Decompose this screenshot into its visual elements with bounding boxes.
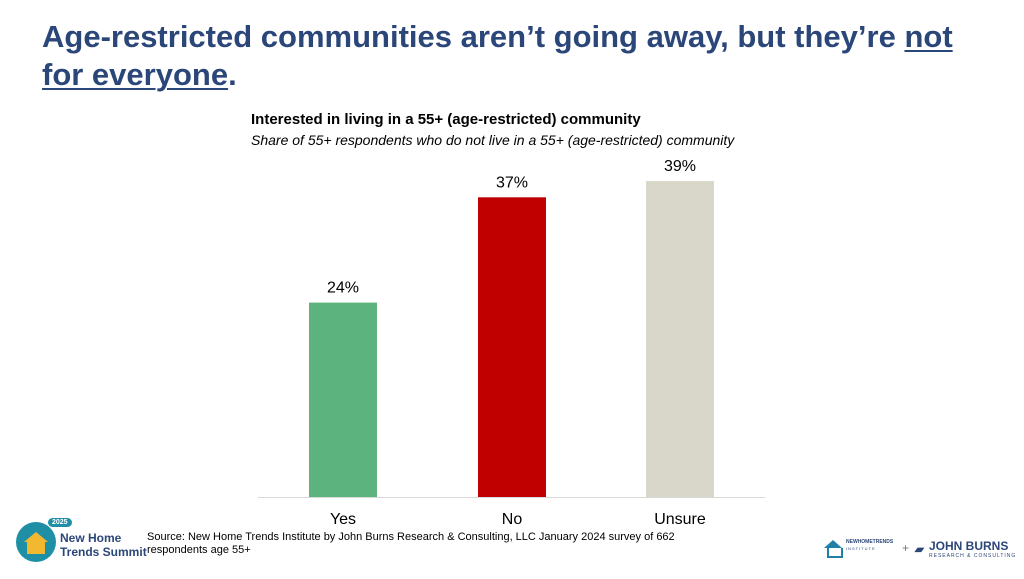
headline-period: . xyxy=(228,57,237,92)
bar-yes xyxy=(309,302,377,497)
data-label-no: 37% xyxy=(496,174,528,191)
headline-text: Age-restricted communities aren’t going … xyxy=(42,19,905,54)
jb-mark-icon: ▰ xyxy=(913,542,926,556)
x-tick-label-yes: Yes xyxy=(330,511,356,528)
house-roof-icon xyxy=(24,532,48,542)
headline-underlined-for-everyone: for everyone xyxy=(42,57,229,92)
jb-logo-name: JOHN BURNS xyxy=(929,539,1009,553)
new-home-trends-logo: NEWHOMETRENDS INSTITUTE xyxy=(824,538,898,560)
nht-house-icon xyxy=(824,540,842,548)
chart-subtitle: Share of 55+ respondents who do not live… xyxy=(251,132,735,148)
data-label-yes: 24% xyxy=(327,280,359,297)
nht-logo-sub: INSTITUTE xyxy=(846,546,876,551)
nht-logo-name: NEWHOMETRENDS xyxy=(846,539,894,545)
john-burns-logo: ▰ JOHN BURNS RESEARCH & CONSULTING xyxy=(913,538,1016,560)
summit-name-line1: New Home xyxy=(60,531,122,545)
x-tick-label-unsure: Unsure xyxy=(654,511,706,528)
slide-headline: Age-restricted communities aren’t going … xyxy=(42,18,1002,94)
x-tick-label-no: No xyxy=(502,511,523,528)
chart-title: Interested in living in a 55+ (age-restr… xyxy=(251,111,641,128)
bar-no xyxy=(478,197,546,498)
data-label-unsure: 39% xyxy=(664,158,696,175)
jb-logo-sub: RESEARCH & CONSULTING xyxy=(929,553,1017,559)
house-body-icon xyxy=(27,542,45,554)
logo-plus: + xyxy=(902,541,910,555)
nht-house-body-icon xyxy=(827,548,843,558)
summit-name: New Home Trends Summit xyxy=(60,531,147,559)
bar-unsure xyxy=(646,181,714,497)
source-note: Source: New Home Trends Institute by Joh… xyxy=(147,531,675,556)
summit-name-line2: Trends Summit xyxy=(60,545,147,559)
headline-underlined-not: not xyxy=(904,19,953,54)
summit-logo: 2025 New Home Trends Summit xyxy=(14,518,147,568)
summit-year: 2025 xyxy=(48,518,72,527)
